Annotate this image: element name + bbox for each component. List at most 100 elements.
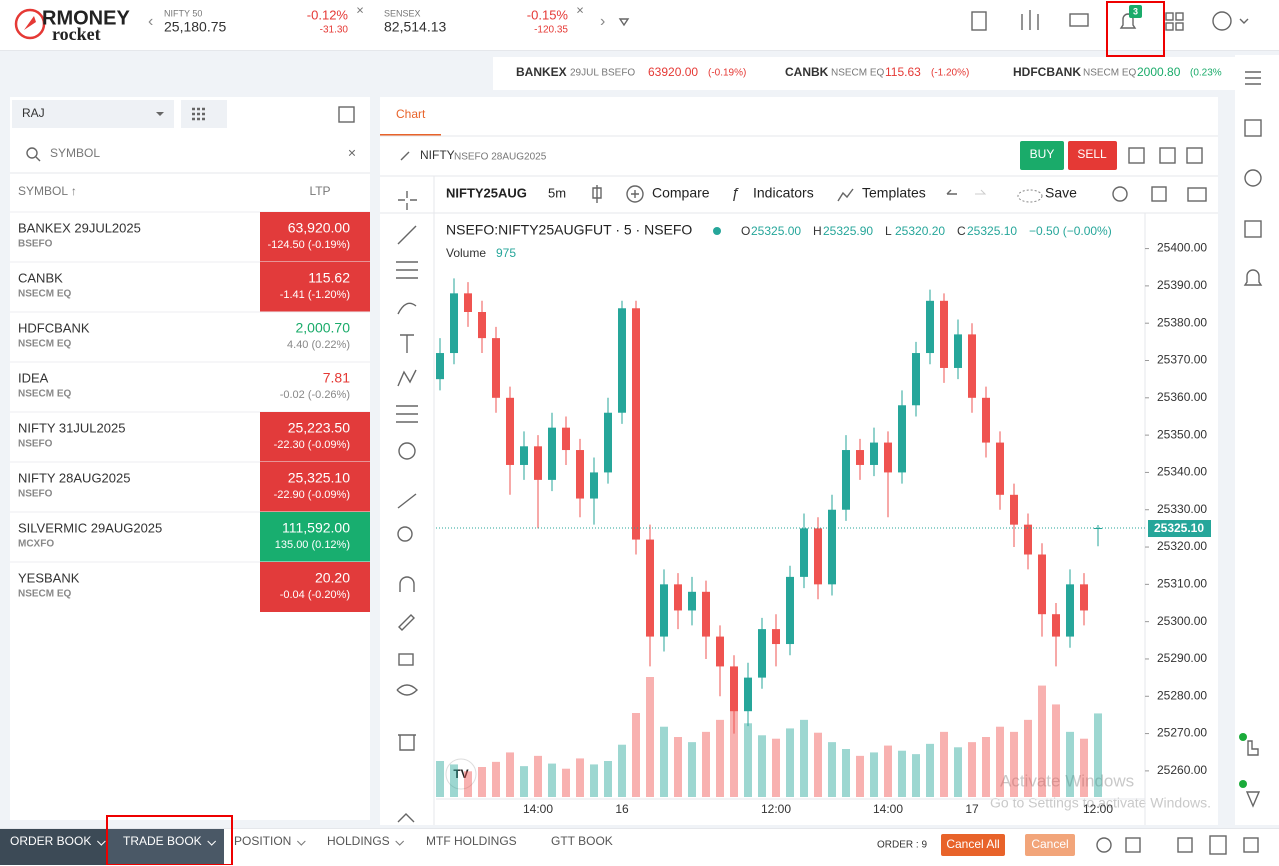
volume-bar (674, 737, 682, 797)
volume-bar (478, 767, 486, 797)
buy-button[interactable] (1020, 141, 1064, 170)
cancel-button[interactable] (1025, 834, 1075, 856)
row-symbol[interactable]: IDEA (18, 370, 49, 385)
row-symbol[interactable]: YESBANK (18, 570, 80, 585)
index-name: SENSEX (384, 8, 421, 18)
market-icon[interactable] (1021, 10, 1039, 30)
ticker-price: 63920.00 (648, 65, 698, 79)
prev-arrow[interactable]: ‹ (148, 13, 153, 30)
y-tick-label: 25300.00 (1157, 614, 1207, 628)
ltp-flash (260, 412, 370, 462)
tab-caret (97, 840, 106, 846)
candle-body (590, 472, 598, 499)
group-select[interactable] (12, 100, 174, 128)
row-symbol[interactable]: HDFCBANK (18, 320, 90, 335)
bottom-icons (1096, 835, 1259, 855)
tb-interval[interactable]: 5m (548, 185, 566, 200)
volume-bar (1094, 713, 1102, 797)
chart-symbol: NIFTY (420, 148, 455, 162)
bottom-tab[interactable]: GTT BOOK (551, 834, 613, 848)
close-index[interactable]: × (576, 2, 584, 17)
group-name: RAJ (22, 106, 45, 120)
right-sidebar (1235, 55, 1279, 825)
col-ltp[interactable]: LTP (309, 184, 330, 198)
index-name: NIFTY 50 (164, 8, 202, 18)
candle-body (1052, 614, 1060, 637)
volume-bar (772, 738, 780, 797)
search-placeholder[interactable]: SYMBOL (50, 146, 100, 160)
candle-body (1010, 494, 1018, 525)
volume-bar (562, 768, 570, 797)
popout-icon[interactable] (338, 106, 355, 123)
bottom-tab[interactable]: POSITION (234, 834, 291, 848)
next-arrow[interactable]: › (600, 13, 605, 30)
row-symbol[interactable]: NIFTY 31JUL2025 (18, 420, 125, 435)
y-tick-label: 25280.00 (1157, 688, 1207, 702)
order-count: ORDER : 9 (877, 840, 927, 851)
row-symbol[interactable]: CANBK (18, 270, 63, 285)
legend-title: NSEFO:NIFTY25AUGFUT · 5 · NSEFO (446, 222, 692, 238)
volume-bar (646, 677, 654, 797)
row-exchange: NSEFO (18, 439, 53, 450)
sell-button[interactable] (1068, 141, 1117, 170)
volume-bar (884, 745, 892, 797)
col-symbol[interactable]: SYMBOL ↑ (18, 184, 77, 198)
volume-bar (464, 771, 472, 797)
row-symbol[interactable]: NIFTY 28AUG2025 (18, 470, 130, 485)
close-index[interactable]: × (356, 2, 364, 17)
y-tick-label: 25370.00 (1157, 353, 1207, 367)
bottom-tab[interactable]: ORDER BOOK (10, 834, 91, 848)
volume-bar (576, 758, 584, 797)
row-symbol[interactable]: SILVERMIC 29AUG2025 (18, 520, 162, 535)
cancel-all-button[interactable] (941, 834, 1005, 856)
candle-body (744, 677, 752, 712)
volume-label: Volume (446, 246, 486, 260)
row-symbol[interactable]: BANKEX 29JUL2025 (18, 220, 141, 235)
tb-templates[interactable]: Templates (862, 185, 926, 201)
candle-body (660, 584, 668, 637)
volume-bar (534, 755, 542, 797)
volume-bar (548, 763, 556, 797)
tb-symbol[interactable]: NIFTY25AUG (446, 185, 527, 200)
candle-body (786, 576, 794, 645)
chart-tab[interactable]: Chart (396, 107, 426, 121)
bell-icon[interactable] (1119, 13, 1137, 29)
index-change: -0.12% (307, 7, 349, 22)
row-ltp: 111,592.00 (282, 520, 350, 536)
expand-arrow[interactable] (618, 18, 630, 27)
candle-body (800, 528, 808, 577)
x-tick-label: 16 (615, 802, 629, 816)
funds-icon[interactable] (1069, 13, 1089, 27)
volume-bar (996, 726, 1004, 797)
bottom-tab[interactable]: HOLDINGS (327, 834, 390, 848)
candle-body (856, 450, 864, 465)
volume-bar (898, 750, 906, 797)
ltp-flash (260, 462, 370, 512)
candle-body (520, 446, 528, 465)
ipo-icon[interactable] (971, 11, 987, 31)
candle-body (758, 629, 766, 678)
row-exchange: NSECM EQ (18, 589, 72, 600)
user-icon[interactable] (1212, 11, 1232, 31)
bottom-tab[interactable]: TRADE BOOK (123, 834, 202, 848)
tb-save[interactable]: Save (1045, 185, 1077, 201)
candle-body (940, 300, 948, 368)
tb-indicators[interactable]: Indicators (753, 185, 814, 201)
clear-search[interactable]: × (348, 145, 356, 161)
ltp-flash (260, 512, 370, 562)
volume-bar (506, 752, 514, 797)
row-change: -22.90 (-0.09%) (274, 489, 350, 501)
index-points: -31.30 (320, 25, 349, 36)
y-tick-label: 25330.00 (1157, 502, 1207, 516)
volume-bar (520, 766, 528, 797)
volume-bar (1024, 719, 1032, 797)
bottom-tab[interactable]: MTF HOLDINGS (426, 834, 517, 848)
tab-active (0, 829, 106, 865)
cancel-all-label: Cancel All (946, 837, 999, 851)
volume-bar (492, 761, 500, 797)
candle-body (548, 427, 556, 480)
tb-compare[interactable]: Compare (652, 185, 710, 201)
svg-text:TV: TV (453, 767, 468, 781)
candle-body (968, 334, 976, 398)
